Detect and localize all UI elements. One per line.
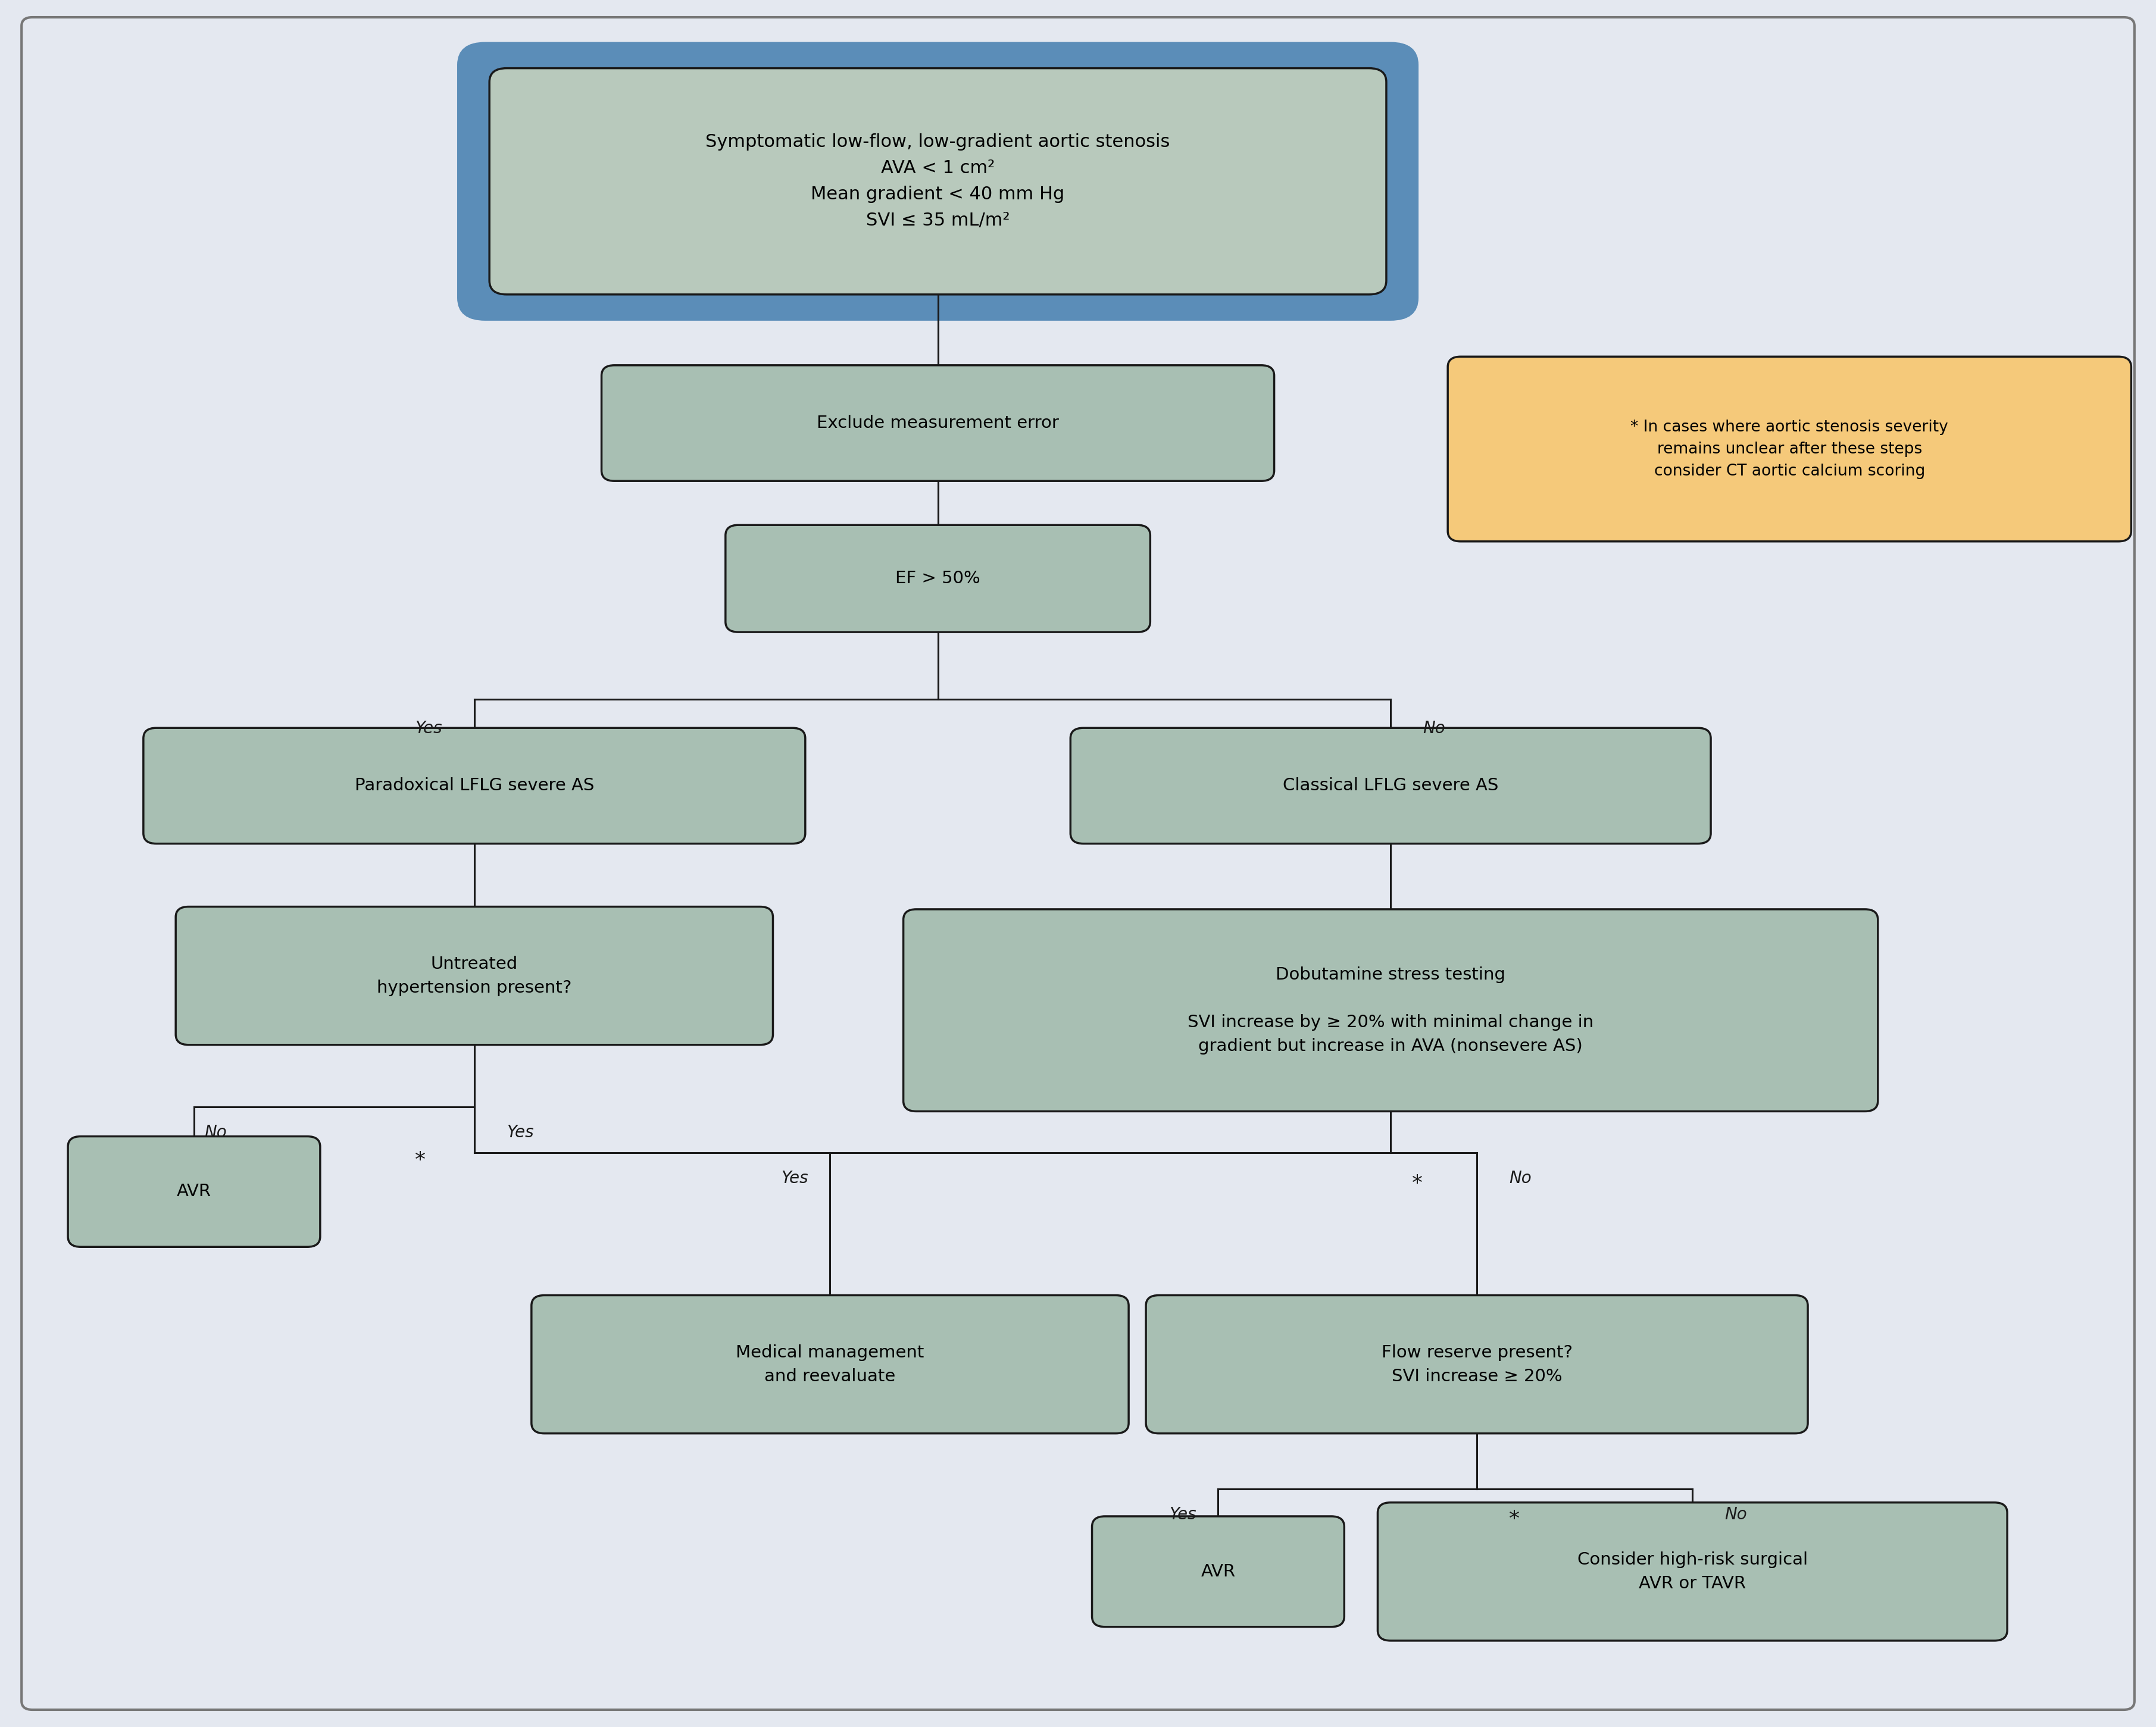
- Text: AVR: AVR: [1201, 1563, 1235, 1580]
- Text: Paradoxical LFLG severe AS: Paradoxical LFLG severe AS: [354, 777, 595, 794]
- FancyBboxPatch shape: [602, 366, 1274, 482]
- Text: Consider high-risk surgical
AVR or TAVR: Consider high-risk surgical AVR or TAVR: [1578, 1551, 1807, 1592]
- FancyBboxPatch shape: [1147, 1295, 1807, 1433]
- Text: *: *: [1412, 1174, 1423, 1193]
- FancyBboxPatch shape: [175, 907, 774, 1045]
- Text: No: No: [1725, 1506, 1746, 1523]
- FancyBboxPatch shape: [903, 910, 1878, 1112]
- Text: Yes: Yes: [507, 1124, 535, 1142]
- Text: No: No: [1423, 720, 1445, 737]
- Text: EF > 50%: EF > 50%: [895, 570, 981, 587]
- Text: Medical management
and reevaluate: Medical management and reevaluate: [735, 1344, 925, 1385]
- Text: * In cases where aortic stenosis severity
remains unclear after these steps
cons: * In cases where aortic stenosis severit…: [1630, 420, 1949, 478]
- Text: Dobutamine stress testing

SVI increase by ≥ 20% with minimal change in
gradient: Dobutamine stress testing SVI increase b…: [1188, 965, 1593, 1055]
- Text: Exclude measurement error: Exclude measurement error: [817, 414, 1059, 432]
- Text: Classical LFLG severe AS: Classical LFLG severe AS: [1283, 777, 1498, 794]
- Text: No: No: [205, 1124, 226, 1142]
- Text: Yes: Yes: [780, 1171, 809, 1186]
- Text: Yes: Yes: [1169, 1506, 1197, 1523]
- FancyBboxPatch shape: [69, 1136, 319, 1247]
- FancyBboxPatch shape: [142, 729, 806, 845]
- Text: *: *: [1509, 1509, 1520, 1530]
- Text: Yes: Yes: [414, 720, 442, 737]
- Text: No: No: [1509, 1171, 1531, 1186]
- Text: Untreated
hypertension present?: Untreated hypertension present?: [377, 955, 571, 996]
- Text: Flow reserve present?
SVI increase ≥ 20%: Flow reserve present? SVI increase ≥ 20%: [1382, 1344, 1572, 1385]
- FancyBboxPatch shape: [1378, 1502, 2007, 1641]
- FancyBboxPatch shape: [724, 525, 1151, 632]
- Text: AVR: AVR: [177, 1183, 211, 1200]
- Text: Symptomatic low-flow, low-gradient aortic stenosis
AVA < 1 cm²
Mean gradient < 4: Symptomatic low-flow, low-gradient aorti…: [705, 133, 1171, 230]
- FancyBboxPatch shape: [489, 69, 1386, 295]
- FancyBboxPatch shape: [530, 1295, 1130, 1433]
- FancyBboxPatch shape: [459, 45, 1416, 319]
- FancyBboxPatch shape: [1449, 357, 2130, 542]
- FancyBboxPatch shape: [1069, 729, 1712, 845]
- FancyBboxPatch shape: [1091, 1516, 1345, 1627]
- Text: *: *: [416, 1150, 425, 1171]
